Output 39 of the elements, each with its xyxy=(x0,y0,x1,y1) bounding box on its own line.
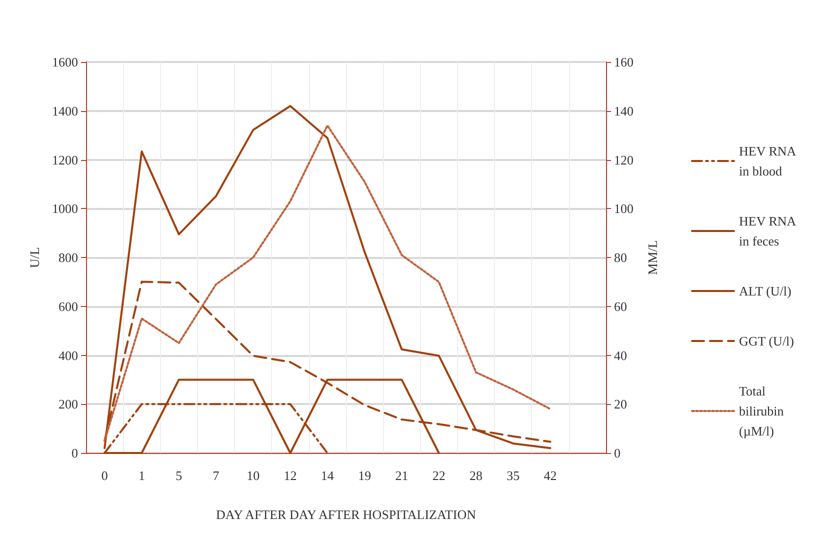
legend-label: Total bilirubin (µM/l) xyxy=(739,384,788,438)
x-tick-label: 1 xyxy=(138,468,145,483)
y2-tick-label: 20 xyxy=(614,396,627,412)
x-tick-label: 7 xyxy=(212,468,220,483)
y2-tick-label: 80 xyxy=(614,250,627,265)
y-tick-label: 1000 xyxy=(52,201,78,216)
x-tick-label: 0 xyxy=(101,468,108,483)
x-tick-label: 21 xyxy=(395,468,408,483)
x-tick-label: 19 xyxy=(358,468,372,483)
y2-tick-label: 0 xyxy=(614,446,620,460)
x-tick-label: 35 xyxy=(506,468,520,483)
y2-tick-label: 160 xyxy=(614,54,634,70)
legend-label: ALT (U/l) xyxy=(739,284,792,298)
y-tick-label: 1400 xyxy=(52,103,78,118)
y2-tick-label: 100 xyxy=(614,201,634,216)
y-tick-label: 400 xyxy=(58,348,78,363)
legend-label: HEV RNA in blood xyxy=(739,144,799,178)
x-tick-label: 28 xyxy=(470,468,482,483)
y-tick-label: 1600 xyxy=(52,54,78,70)
x-tick-label: 14 xyxy=(320,468,334,483)
y-tick-label: 600 xyxy=(58,298,78,314)
y-axis-title: U/L xyxy=(27,246,42,268)
y2-axis-title: MM/L xyxy=(645,240,660,275)
x-axis-title: DAY AFTER DAY AFTER HOSPITALIZATION xyxy=(216,507,477,522)
y-tick-label: 800 xyxy=(58,250,78,265)
x-tick-label: 42 xyxy=(544,468,557,483)
y-tick-label: 0 xyxy=(72,446,78,460)
x-tick-label: 12 xyxy=(284,468,297,483)
y2-tick-label: 120 xyxy=(614,152,634,168)
x-tick-label: 22 xyxy=(432,468,446,483)
y2-tick-label: 60 xyxy=(614,298,627,314)
legend-label: HEV RNA in feces xyxy=(739,214,799,248)
y-tick-label: 1200 xyxy=(52,152,78,168)
y2-tick-label: 140 xyxy=(614,103,634,118)
y2-tick-label: 40 xyxy=(614,348,627,363)
y-tick-label: 200 xyxy=(58,396,78,412)
legend-label: GGT (U/l) xyxy=(739,334,794,348)
x-tick-label: 10 xyxy=(246,468,260,483)
x-tick-label: 5 xyxy=(176,468,182,483)
